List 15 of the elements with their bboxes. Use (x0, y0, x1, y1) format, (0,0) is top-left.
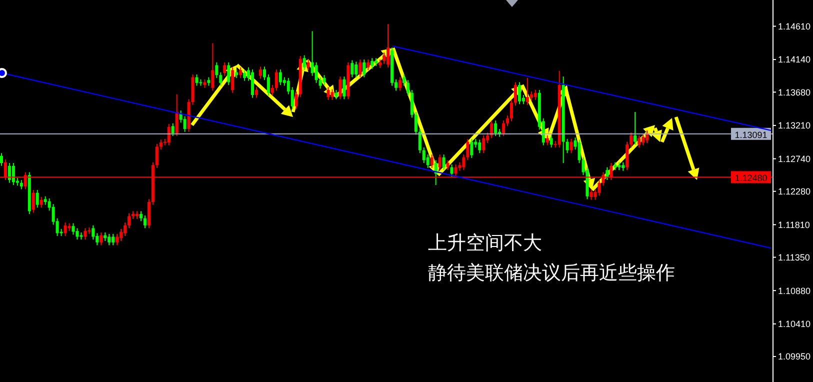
y-tick-label: 1.09950 (778, 352, 811, 362)
y-tick-label: 1.14610 (778, 21, 811, 32)
y-tick-label: 1.12740 (778, 154, 811, 164)
y-tick-label: 1.14140 (778, 54, 811, 65)
y-tick-label: 1.12280 (778, 186, 811, 197)
y-tick-label: 1.10880 (778, 286, 811, 296)
y-tick-label: 1.13680 (778, 87, 811, 98)
y-tick-label: 1.11350 (778, 252, 810, 262)
ref-line-label: 1.13091 (734, 130, 768, 140)
ref-line-label: 1.12480 (734, 173, 768, 184)
y-tick-label: 1.13210 (778, 120, 811, 131)
annotation: 静待美联储决议后再近些操作 (428, 261, 675, 286)
y-tick-label: 1.10410 (778, 319, 811, 330)
annotation: 上升空间不大 (428, 231, 542, 256)
y-tick-label: 1.11810 (778, 220, 810, 230)
